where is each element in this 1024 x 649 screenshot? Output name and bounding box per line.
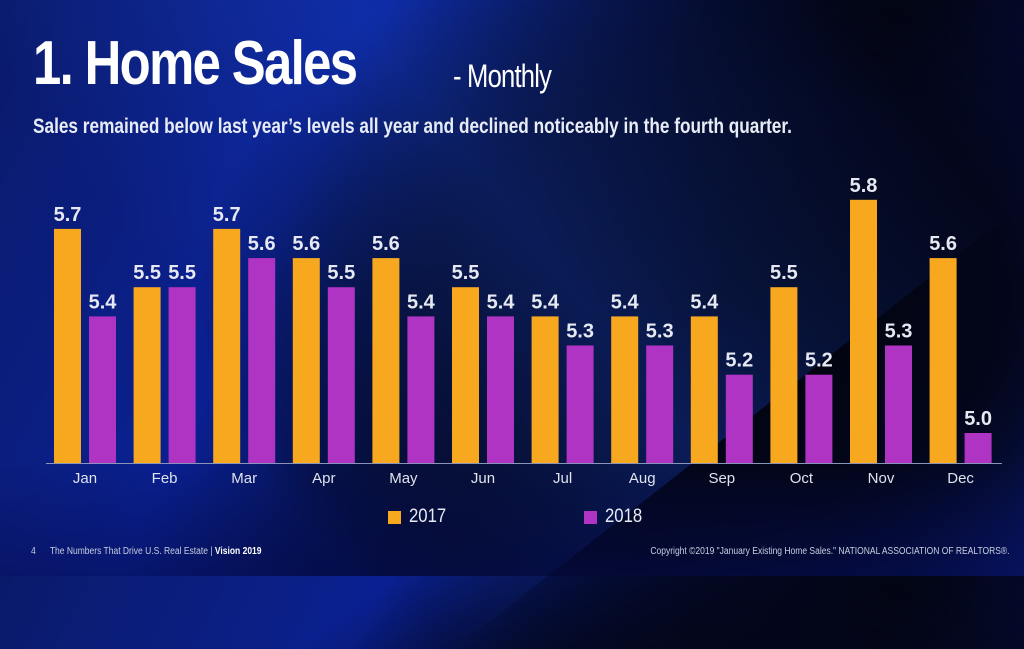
bar-chart: 5.7 5.4 5.5 5.5 5.7 5.6 5.6 5.5 5.6 5.4 5.5 5.4 5.4 5… (46, 175, 1002, 487)
value-label-2018-dec: 5.0 (964, 408, 992, 430)
x-tick-nov: Nov (868, 470, 895, 487)
x-tick-aug: Aug (629, 470, 656, 487)
title-suffix: - Monthly (453, 58, 552, 94)
value-label-2017-apr: 5.6 (292, 233, 320, 255)
footer-tagline: The Numbers That Drive U.S. Real Estate … (49, 546, 215, 557)
bar-2018-jan (89, 316, 116, 463)
legend-item-2018: 2018 (584, 506, 647, 528)
bar-2018-jul (566, 345, 594, 463)
bar-2018-apr (327, 287, 355, 463)
slide-subtitle: Sales remained below last year’s levels … (33, 115, 792, 138)
bar-2017-oct (770, 287, 798, 463)
bar-2018-aug (646, 345, 674, 463)
bars-group (54, 199, 992, 464)
value-label-2018-feb: 5.5 (168, 262, 196, 284)
x-tick-mar: Mar (231, 470, 257, 487)
value-label-2018-jun: 5.4 (487, 291, 516, 313)
value-label-2018-may: 5.4 (407, 291, 436, 313)
x-tick-dec: Dec (947, 470, 974, 487)
slide-title: 1. Home Sales - Monthly (33, 28, 552, 99)
value-label-2018-sep: 5.2 (725, 350, 753, 372)
value-label-2017-jan: 5.7 (54, 204, 82, 226)
value-label-2017-dec: 5.6 (929, 233, 957, 255)
x-tick-jul: Jul (553, 470, 572, 487)
footer-brand: Vision 2019 (214, 546, 262, 557)
x-tick-labels-group: Jan Feb Mar Apr May Jun Jul Aug Sep Oct Nov Dec (73, 470, 975, 487)
bar-2018-jun (487, 316, 514, 463)
bar-2017-jul (531, 316, 559, 463)
x-tick-jun: Jun (471, 470, 495, 487)
bar-2018-mar (248, 258, 276, 463)
bar-2018-nov (885, 345, 912, 463)
bar-2017-feb (133, 287, 161, 463)
value-label-2017-jun: 5.5 (452, 262, 480, 284)
value-label-2018-apr: 5.5 (327, 262, 355, 284)
bar-2017-mar (213, 228, 241, 463)
bar-2017-apr (292, 258, 320, 463)
value-label-2017-sep: 5.4 (690, 291, 719, 313)
legend-swatch-2017 (388, 510, 401, 524)
bar-2018-feb (168, 287, 196, 463)
title-main: 1. Home Sales (33, 29, 358, 98)
bar-2017-dec (929, 258, 957, 463)
x-tick-may: May (389, 470, 418, 487)
value-label-2017-nov: 5.8 (850, 175, 878, 197)
legend-swatch-2018 (584, 510, 597, 524)
value-label-2018-mar: 5.6 (248, 233, 276, 255)
x-tick-jan: Jan (73, 470, 97, 487)
value-label-2017-mar: 5.7 (213, 204, 241, 226)
footer-left: 4 The Numbers That Drive U.S. Real Estat… (31, 546, 262, 557)
bar-2017-jan (54, 228, 81, 463)
value-label-2018-nov: 5.3 (885, 321, 913, 343)
bar-2017-nov (850, 199, 877, 464)
bar-2018-may (407, 316, 435, 463)
footer-copyright: Copyright ©2019 "January Existing Home S… (650, 546, 1010, 557)
value-label-2017-oct: 5.5 (770, 262, 798, 284)
bar-2017-may (372, 258, 400, 463)
legend-label-2017: 2017 (409, 506, 447, 527)
value-label-2018-oct: 5.2 (805, 350, 833, 372)
value-labels-group: 5.7 5.4 5.5 5.5 5.7 5.6 5.6 5.5 5.6 5.4 5.5 5.4 5.4 5… (54, 175, 992, 430)
bar-2017-jun (452, 287, 479, 463)
value-label-2017-aug: 5.4 (611, 291, 640, 313)
value-label-2018-jan: 5.4 (89, 291, 118, 313)
bar-2018-dec (964, 433, 992, 463)
bar-2017-aug (611, 316, 639, 463)
value-label-2018-jul: 5.3 (566, 321, 594, 343)
value-label-2018-aug: 5.3 (646, 321, 674, 343)
value-label-2017-jul: 5.4 (531, 291, 560, 313)
bar-2017-sep (690, 316, 718, 463)
x-tick-feb: Feb (152, 470, 178, 487)
value-label-2017-may: 5.6 (372, 233, 400, 255)
value-label-2017-feb: 5.5 (133, 262, 161, 284)
x-tick-sep: Sep (708, 470, 735, 487)
x-tick-apr: Apr (312, 470, 335, 487)
page-number: 4 (31, 546, 36, 557)
legend-item-2017: 2017 (388, 506, 451, 528)
legend-label-2018: 2018 (605, 506, 643, 527)
x-tick-oct: Oct (790, 470, 814, 487)
bar-2018-sep (725, 374, 753, 463)
bar-2018-oct (805, 374, 833, 463)
